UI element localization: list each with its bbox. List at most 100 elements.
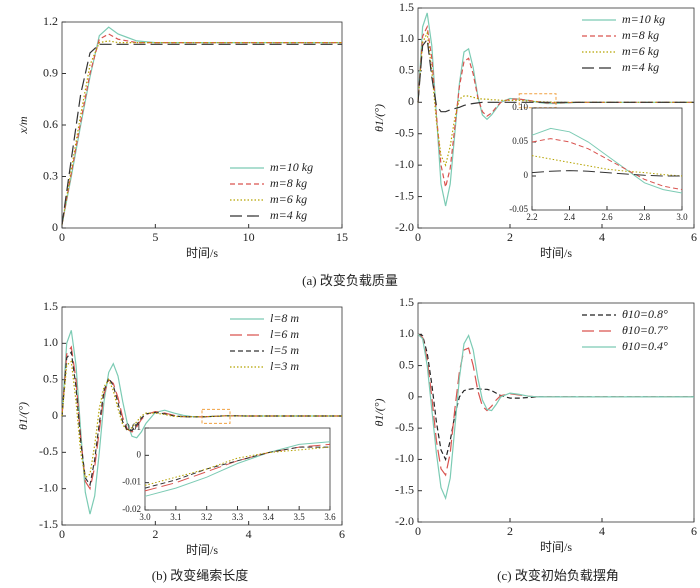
x-tick-label: 3.4 — [263, 512, 275, 522]
y-tick-label: 1.5 — [43, 299, 58, 313]
y-tick-label: 0.6 — [43, 117, 58, 131]
y-tick-label: -1.5 — [39, 517, 58, 531]
inset-line — [144, 441, 331, 497]
y-tick-label: 0.05 — [512, 136, 528, 146]
legend-label: m=4 kg — [270, 208, 307, 222]
x-tick-label: 3.0 — [676, 212, 688, 222]
plot-frame — [417, 7, 695, 229]
y-tick-label: -1.0 — [39, 480, 58, 494]
x-tick-label: 2 — [507, 524, 513, 538]
y-tick-label: 0.5 — [399, 357, 414, 371]
x-axis-label: 时间/s — [540, 540, 572, 554]
legend-label: m=4 kg — [622, 60, 659, 74]
caption: (c) 改变初始负载摆角 — [497, 568, 619, 583]
series-line — [61, 40, 342, 225]
legend-label: l=5 m — [270, 343, 299, 357]
inset-line — [531, 138, 683, 191]
x-tick-label: 0 — [415, 524, 421, 538]
y-tick-label: 0.10 — [512, 102, 528, 112]
y-tick-label: 1.5 — [399, 295, 414, 309]
x-axis-label: 时间/s — [186, 246, 218, 260]
series-line — [417, 37, 694, 113]
x-axis-label: 时间/s — [186, 543, 218, 557]
y-tick-label: -0.5 — [395, 125, 414, 139]
y-tick-label: 0.9 — [43, 65, 58, 79]
series-line — [61, 26, 342, 225]
legend-label: l=8 m — [270, 311, 299, 325]
x-tick-label: 3.0 — [139, 512, 151, 522]
x-tick-label: 3.1 — [170, 512, 181, 522]
x-tick-label: 2 — [152, 527, 158, 541]
inset-background — [145, 428, 330, 510]
inset-line — [531, 170, 682, 177]
y-axis-label: x/m — [16, 116, 30, 135]
x-tick-label: 2 — [507, 230, 513, 244]
legend-label: l=3 m — [270, 359, 299, 373]
x-tick-label: 2.2 — [526, 212, 537, 222]
y-tick-label: -1.0 — [395, 157, 414, 171]
legend-label: m=6 kg — [622, 44, 659, 58]
y-tick-label: 0 — [408, 389, 414, 403]
legend-label: m=8 kg — [270, 176, 307, 190]
inset-line — [144, 446, 330, 489]
y-tick-label: 1.0 — [399, 31, 414, 45]
y-tick-label: -0.02 — [122, 504, 141, 514]
x-tick-label: 6 — [339, 527, 345, 541]
y-tick-label: -0.5 — [39, 444, 58, 458]
y-tick-label: 0 — [52, 408, 58, 422]
legend-label: θ10=0.8° — [622, 307, 668, 321]
inset-line — [144, 443, 331, 492]
x-tick-label: 3.6 — [324, 512, 336, 522]
y-tick-label: -0.05 — [509, 204, 528, 214]
y-tick-label: -1.0 — [395, 451, 414, 465]
x-tick-label: 0 — [59, 230, 65, 244]
x-tick-label: 2.6 — [601, 212, 613, 222]
x-tick-label: 0 — [59, 527, 65, 541]
series-line — [61, 43, 342, 225]
y-tick-label: -2.0 — [395, 220, 414, 234]
legend-label: θ10=0.7° — [622, 323, 668, 337]
x-tick-label: 5 — [152, 230, 158, 244]
y-tick-label: 0 — [137, 449, 142, 459]
y-tick-label: -1.5 — [395, 188, 414, 202]
y-tick-label: 1.0 — [43, 335, 58, 349]
legend-label: m=6 kg — [270, 192, 307, 206]
legend-label: θ10=0.4° — [622, 339, 668, 353]
legend-label: m=10 kg — [622, 12, 665, 26]
inset-line — [144, 446, 331, 486]
series-line — [417, 31, 694, 167]
x-tick-label: 6 — [691, 230, 697, 244]
y-tick-label: 0.01 — [125, 422, 141, 432]
x-tick-label: 4 — [246, 527, 252, 541]
y-tick-label: 1.2 — [43, 14, 58, 28]
x-tick-label: 6 — [691, 524, 697, 538]
x-tick-label: 3.5 — [294, 512, 306, 522]
inset-background — [532, 108, 682, 210]
y-tick-label: 0 — [524, 170, 529, 180]
x-tick-label: 2.4 — [564, 212, 576, 222]
y-tick-label: 0 — [408, 94, 414, 108]
x-axis-label: 时间/s — [540, 246, 572, 260]
y-axis-label: θ1/(°) — [16, 402, 30, 430]
series-line — [61, 360, 342, 479]
y-tick-label: 1.0 — [399, 326, 414, 340]
y-axis-label: θ1/(°) — [372, 398, 386, 426]
y-tick-label: -0.01 — [122, 477, 141, 487]
x-tick-label: 2.8 — [639, 212, 651, 222]
y-axis-label: θ1/(°) — [372, 104, 386, 132]
series-line — [417, 333, 694, 477]
y-tick-label: 1.5 — [399, 0, 414, 14]
caption: (a) 改变负载质量 — [302, 273, 398, 288]
y-tick-label: 0 — [52, 220, 58, 234]
legend-label: m=8 kg — [622, 28, 659, 42]
y-tick-label: 0.5 — [399, 63, 414, 77]
zoom-region — [201, 408, 231, 424]
series-line — [417, 12, 694, 207]
legend-label: l=6 m — [270, 327, 299, 341]
series-line — [417, 333, 694, 501]
series-line — [61, 350, 342, 487]
y-tick-label: -0.5 — [395, 420, 414, 434]
series-line — [61, 345, 342, 491]
x-tick-label: 3.2 — [201, 512, 212, 522]
